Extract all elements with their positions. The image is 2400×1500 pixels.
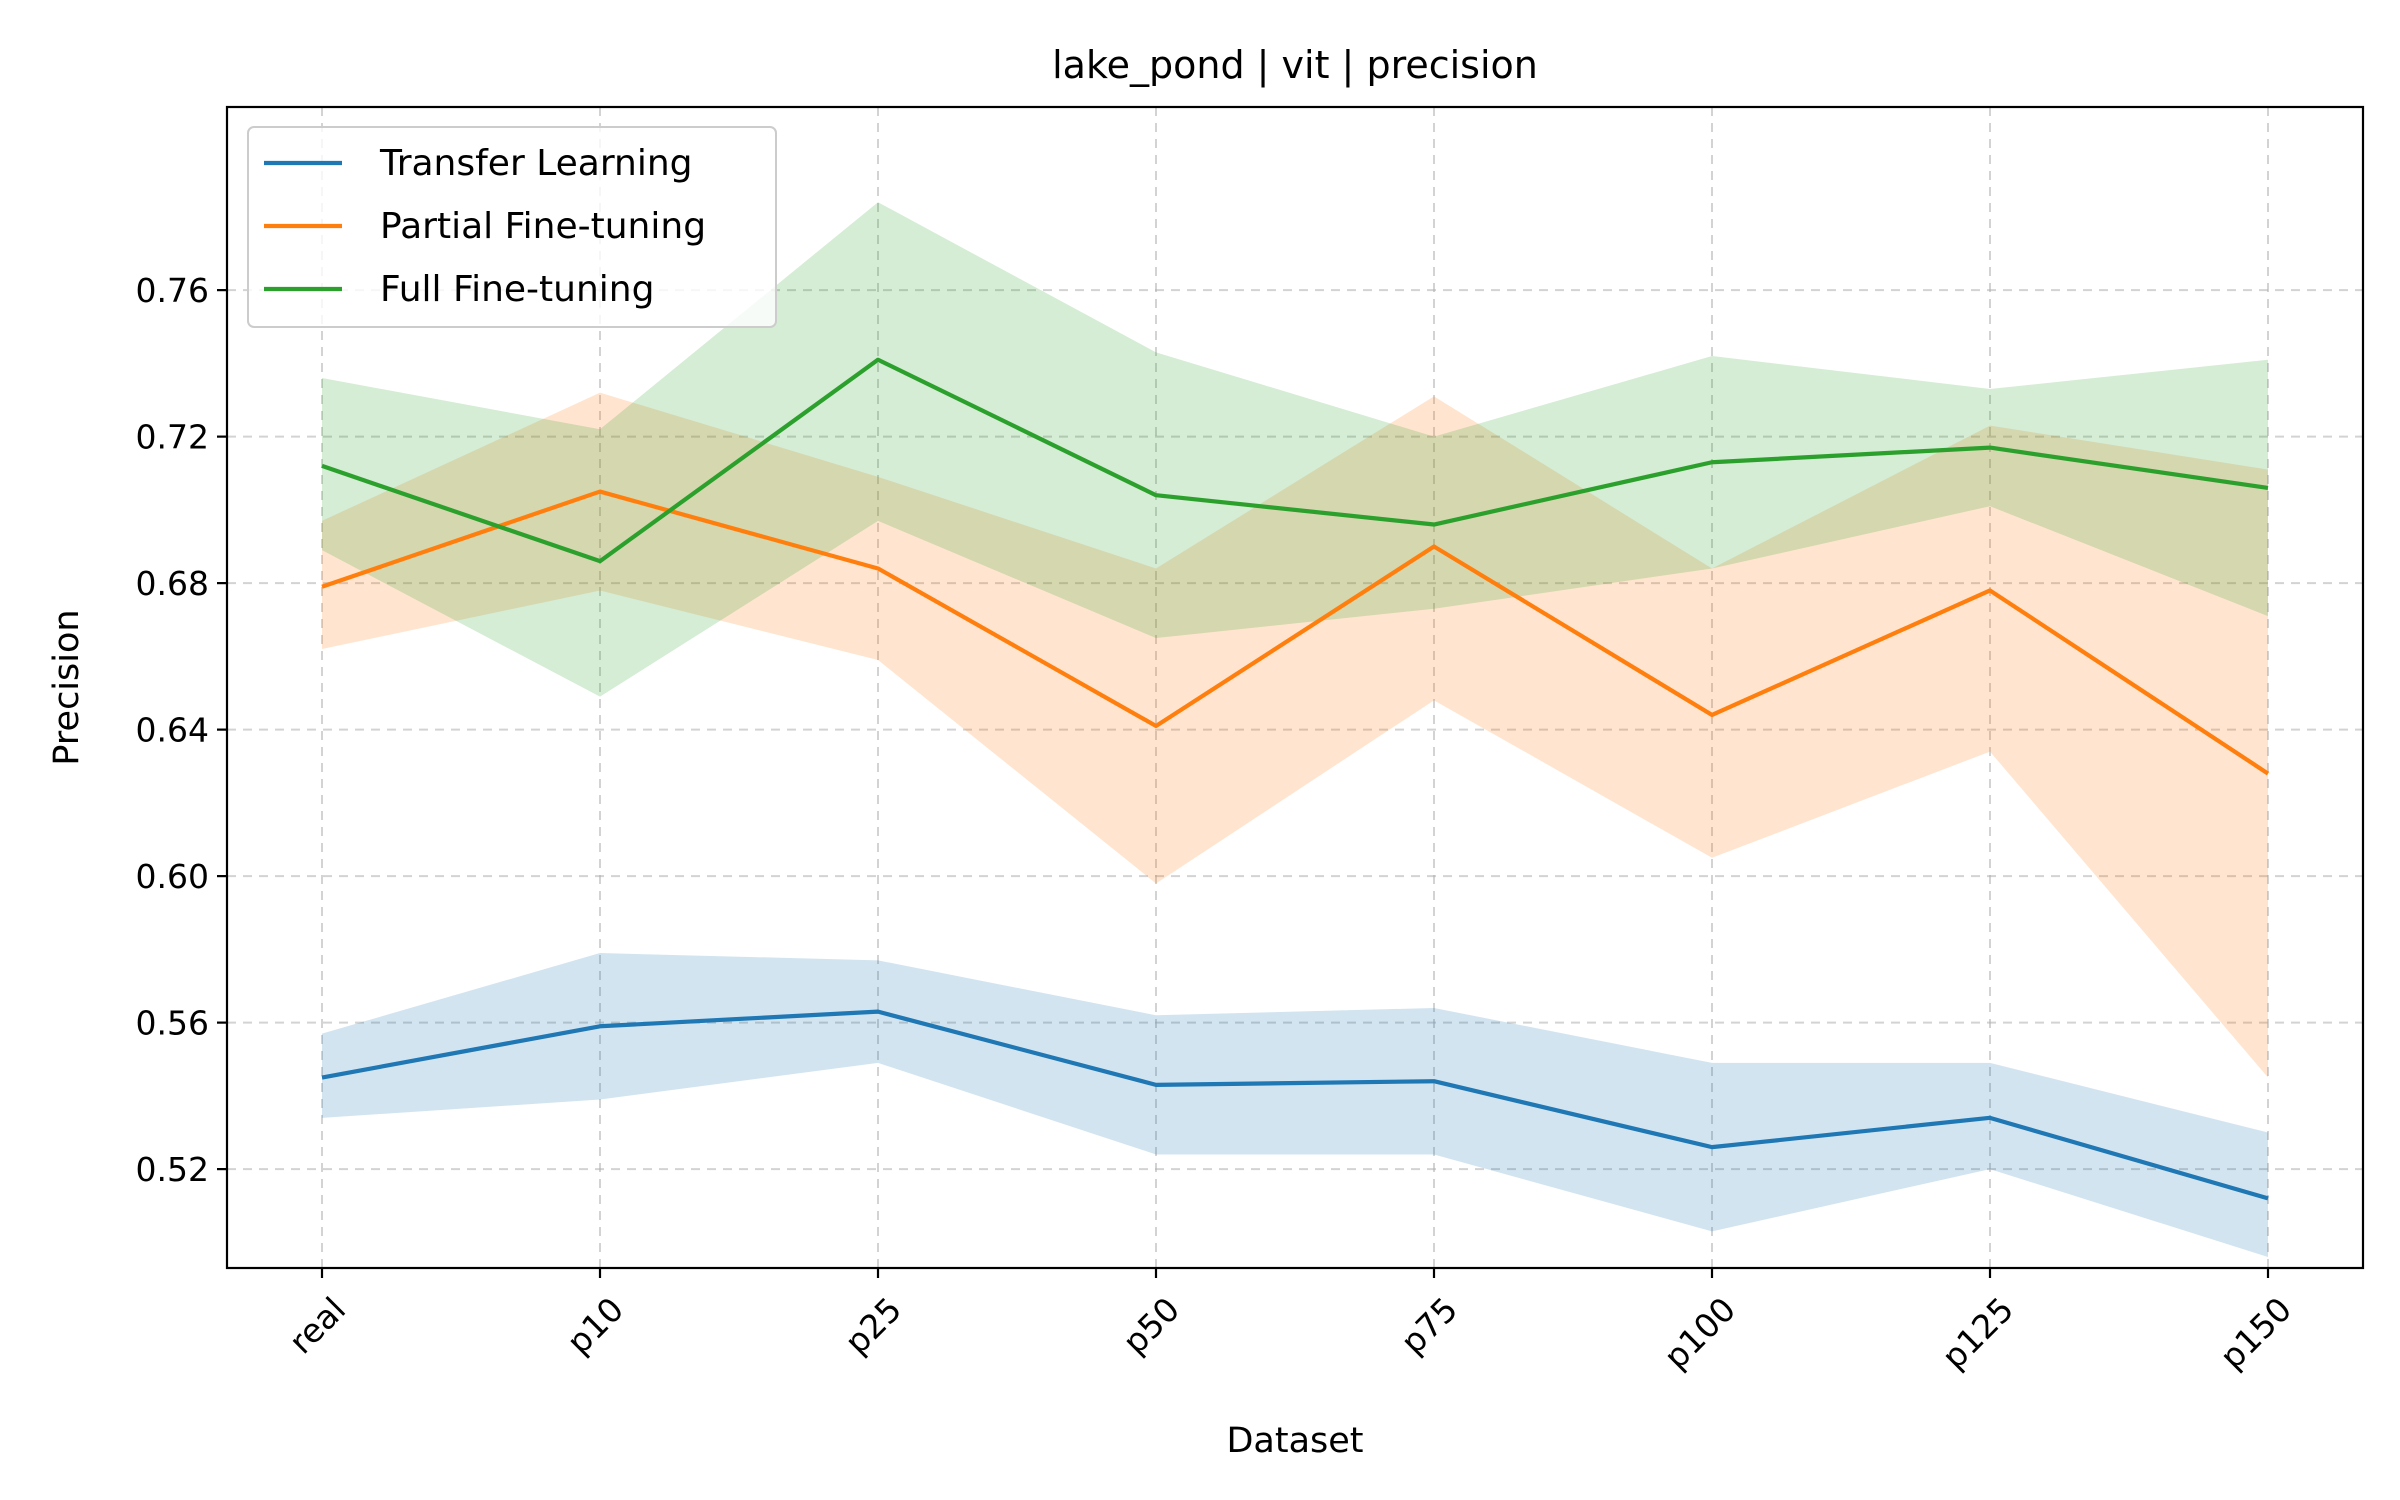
- legend: Transfer Learning Partial Fine-tuning Full…: [247, 126, 777, 328]
- x-tick-label: p10: [559, 1290, 631, 1362]
- y-tick-label: 0.72: [136, 418, 209, 457]
- series-line: [321, 489, 2270, 776]
- x-tick-label: p25: [837, 1290, 909, 1362]
- y-tick-label: 0.52: [136, 1150, 209, 1189]
- x-axis-label: Dataset: [1226, 1421, 1363, 1461]
- series-line: [321, 357, 2269, 564]
- series-lines: [321, 357, 2270, 1201]
- legend-label: Partial Fine-tuning: [380, 206, 706, 247]
- y-tick-label: 0.68: [136, 564, 209, 603]
- x-tick-label: p150: [2212, 1290, 2299, 1377]
- x-tick-label: p125: [1934, 1290, 2021, 1377]
- y-tick-label: 0.60: [136, 857, 209, 896]
- legend-label: Transfer Learning: [379, 143, 693, 184]
- confidence-bands: [322, 202, 2268, 1258]
- confidence-band: [322, 953, 2268, 1258]
- x-tick-label: p100: [1656, 1290, 1743, 1377]
- x-tick-label: p75: [1393, 1290, 1465, 1362]
- y-tick-label: 0.56: [136, 1004, 209, 1043]
- confidence-band: [322, 392, 2268, 1078]
- legend-label: Full Fine-tuning: [380, 269, 654, 310]
- chart-title: lake_pond | vit | precision: [1052, 43, 1538, 88]
- grid: [227, 107, 2363, 1268]
- y-tick-label: 0.76: [136, 271, 209, 310]
- plot-frame: [225, 105, 2365, 1270]
- confidence-band: [322, 202, 2268, 697]
- y-axis-label: Precision: [47, 609, 87, 765]
- series-line: [321, 1009, 2269, 1201]
- legend-box: [247, 126, 777, 328]
- y-tick-label: 0.64: [136, 711, 209, 750]
- x-tick-label: real: [281, 1290, 353, 1362]
- x-tick-label: p50: [1115, 1290, 1187, 1362]
